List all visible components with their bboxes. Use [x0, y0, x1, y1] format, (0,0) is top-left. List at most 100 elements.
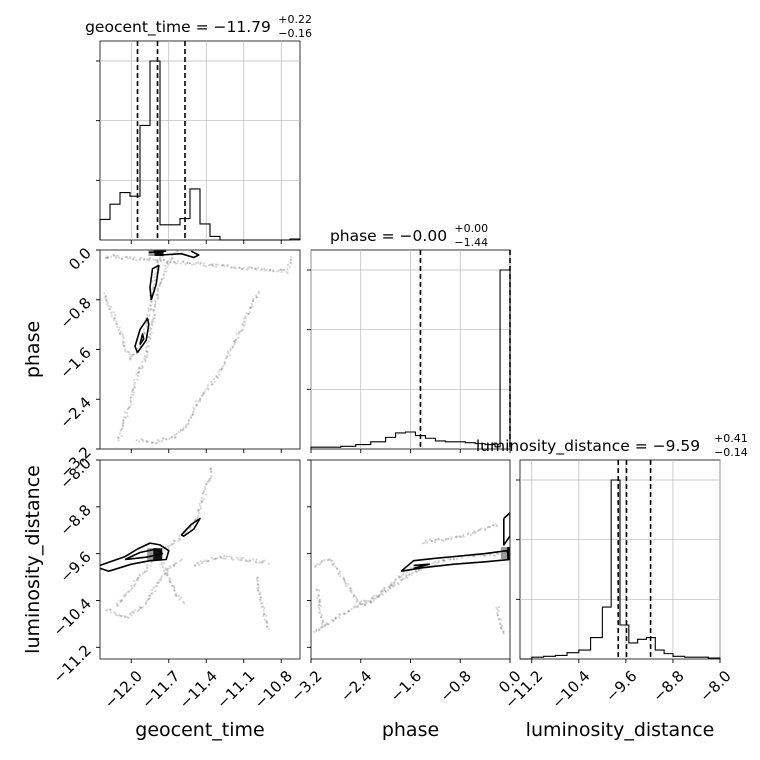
scatter-point — [369, 600, 372, 604]
scatter-point — [143, 332, 147, 335]
scatter-point — [175, 250, 178, 253]
scatter-point — [338, 616, 341, 619]
scatter-point — [251, 266, 254, 270]
scatter-point — [416, 571, 419, 574]
scatter-point — [116, 604, 119, 607]
scatter-point — [156, 441, 159, 445]
scatter-point — [138, 366, 141, 369]
scatter-point — [133, 386, 136, 389]
panel-title-phase: phase = −0.00 — [330, 227, 447, 245]
scatter-point — [383, 589, 387, 592]
scatter-point — [118, 332, 121, 335]
scatter-point — [377, 594, 380, 597]
scatter-point — [113, 611, 116, 614]
scatter-point — [321, 619, 325, 622]
scatter-point — [174, 593, 177, 596]
scatter-point — [214, 557, 217, 561]
scatter-point — [130, 393, 133, 396]
scatter-point — [184, 263, 187, 266]
scatter-point — [162, 437, 165, 440]
scatter-point — [126, 408, 129, 411]
scatter-point — [197, 261, 200, 264]
scatter-point — [347, 610, 350, 613]
x-tick-label-phase: −1.6 — [387, 667, 425, 705]
scatter-point — [208, 479, 211, 482]
scatter-point — [256, 576, 259, 580]
scatter-point — [452, 557, 455, 561]
scatter-point — [156, 581, 159, 585]
scatter-point — [442, 559, 445, 562]
scatter-point — [338, 570, 341, 573]
scatter-point — [153, 272, 157, 275]
scatter-point — [112, 253, 115, 257]
scatter-point — [265, 625, 269, 628]
scatter-point — [161, 255, 164, 258]
scatter-point — [252, 297, 255, 301]
scatter-point — [277, 269, 280, 272]
scatter-point — [172, 539, 176, 542]
scatter-point — [165, 568, 168, 571]
scatter-point — [288, 265, 291, 268]
scatter-point — [151, 324, 154, 327]
scatter-point — [320, 613, 323, 617]
scatter-point — [137, 374, 140, 378]
scatter-point — [256, 582, 260, 585]
scatter-point — [109, 305, 113, 309]
scatter-point — [265, 268, 268, 272]
scatter-point — [494, 523, 498, 526]
scatter-point — [392, 582, 395, 585]
scatter-point — [222, 557, 225, 560]
scatter-point — [113, 319, 116, 322]
scatter-point — [353, 605, 357, 608]
scatter-point — [201, 393, 204, 397]
scatter-point — [136, 371, 140, 374]
scatter-point — [157, 581, 160, 584]
scatter-point — [344, 612, 347, 615]
scatter-point — [497, 606, 501, 609]
scatter-point — [162, 549, 165, 552]
scatter-point — [159, 259, 163, 263]
scatter-point — [226, 264, 229, 267]
histogram-phase: phase = −0.00 +0.00−1.44 — [307, 222, 511, 453]
title-superscript: +0.41 — [714, 432, 748, 445]
scatter-point — [158, 258, 161, 261]
contour-line — [148, 250, 167, 254]
scatter-point — [228, 555, 231, 558]
scatter-point — [198, 508, 201, 511]
scatter-point — [326, 558, 329, 562]
scatter-point — [152, 586, 155, 590]
scatter-point — [179, 596, 183, 599]
scatter-point — [130, 584, 133, 588]
scatter-point — [154, 585, 157, 588]
x-axis-label-phase: phase — [382, 719, 439, 741]
scatter-point — [118, 256, 121, 259]
scatter-point — [105, 609, 108, 612]
scatter-point — [171, 584, 174, 587]
scatter-point — [206, 387, 209, 390]
scatter-point — [121, 340, 124, 343]
scatter-point — [189, 262, 192, 265]
scatter-point — [220, 367, 224, 370]
scatter-point — [162, 569, 166, 572]
scatter-point — [175, 594, 178, 597]
scatter-point — [260, 269, 263, 272]
scatter-point — [124, 350, 127, 353]
scatter-point — [260, 602, 263, 605]
scatter-point — [150, 592, 153, 595]
scatter-point — [168, 577, 171, 580]
scatter-point — [218, 368, 221, 372]
scatter-point — [362, 599, 365, 602]
scatter-point — [269, 268, 272, 272]
scatter-point — [197, 509, 200, 512]
scatter-point — [394, 578, 398, 581]
scatter-point — [452, 558, 455, 561]
scatter-point — [118, 432, 122, 435]
scatter-point — [280, 268, 283, 271]
scatter-point — [495, 524, 498, 528]
scatter-point — [255, 561, 258, 564]
scatter-point — [147, 307, 150, 310]
scatter-point — [145, 341, 149, 344]
scatter-point — [249, 306, 252, 309]
scatter-point — [138, 367, 141, 370]
scatter-point — [201, 394, 204, 397]
